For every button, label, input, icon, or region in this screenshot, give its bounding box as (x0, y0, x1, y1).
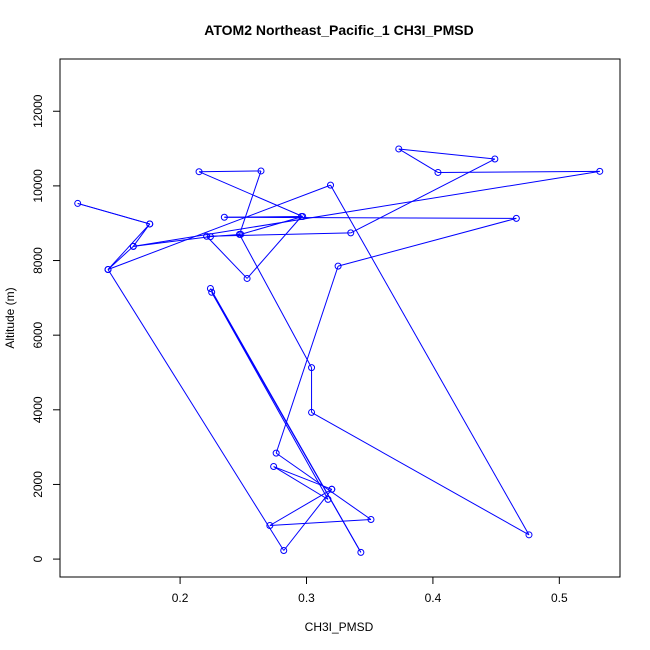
x-axis-label: CH3I_PMSD (305, 620, 374, 634)
series-segment (210, 233, 241, 238)
y-tick-label: 8000 (31, 247, 45, 274)
data-point (334, 262, 342, 270)
data-point (220, 213, 228, 221)
series-segment (211, 292, 329, 500)
data-point (512, 214, 520, 222)
series-segment (398, 148, 495, 160)
series-segment (283, 488, 333, 551)
y-axis: 0 2000 4000 6000 8000 10000 12000 (31, 94, 60, 562)
series-segment (350, 158, 496, 234)
series-segment (198, 171, 303, 217)
data-point (491, 155, 499, 163)
series-segment (246, 216, 302, 279)
series-segment (239, 170, 262, 235)
data-point (308, 364, 316, 372)
data-point (206, 233, 214, 241)
y-tick-label: 10000 (31, 169, 45, 203)
data-point (270, 463, 278, 471)
data-point (327, 181, 335, 189)
series-segment (398, 148, 439, 173)
series-segment (269, 488, 333, 526)
data-point (324, 495, 332, 503)
series-segment (311, 411, 530, 536)
series-segment (199, 170, 261, 173)
y-tick-label: 2000 (31, 471, 45, 498)
data-point (596, 167, 604, 175)
data-point (266, 521, 274, 529)
data-point (357, 548, 365, 556)
series-segment (269, 519, 372, 526)
series-segment (330, 184, 530, 536)
x-tick-label: 0.4 (425, 591, 442, 605)
series-segment (133, 236, 211, 247)
series-segment (239, 234, 312, 368)
data-point (272, 449, 280, 457)
series-segment (240, 216, 303, 235)
data-point (280, 547, 288, 555)
data-point (104, 265, 112, 273)
series-segment (107, 184, 331, 270)
y-tick-label: 12000 (31, 94, 45, 128)
x-tick-label: 0.5 (551, 591, 568, 605)
data-point (395, 145, 403, 153)
data-point (525, 531, 533, 539)
data-point (146, 220, 154, 228)
series-segment (107, 223, 151, 270)
plot-frame (59, 58, 621, 578)
data-point (243, 274, 251, 282)
y-axis-label: Altitude (m) (3, 287, 17, 348)
series-segment (77, 202, 150, 225)
y-tick-label: 0 (31, 555, 45, 562)
data-point (328, 485, 336, 493)
series-segment (273, 466, 329, 500)
series-segment (206, 235, 248, 279)
data-point (203, 232, 211, 240)
y-tick-label: 4000 (31, 396, 45, 423)
x-axis: 0.2 0.3 0.4 0.5 (172, 577, 568, 605)
series-line (77, 148, 600, 553)
data-point (237, 230, 245, 238)
series-segment (133, 170, 600, 247)
series-segment (437, 170, 600, 173)
series-segment (107, 245, 134, 270)
data-point (74, 199, 82, 207)
x-tick-label: 0.3 (298, 591, 315, 605)
series-segment (206, 232, 351, 237)
series-segment (337, 217, 517, 267)
series-segment (275, 452, 372, 520)
series-segment (107, 269, 285, 551)
x-tick-label: 0.2 (172, 591, 189, 605)
data-point (129, 242, 137, 250)
data-point (257, 167, 265, 175)
y-tick-label: 6000 (31, 321, 45, 348)
data-point (299, 212, 307, 220)
data-point (367, 516, 375, 524)
series-segment (132, 223, 151, 247)
series-segment (224, 216, 517, 219)
data-point (195, 168, 203, 176)
data-point (308, 408, 316, 416)
data-point (206, 285, 214, 293)
data-point (208, 288, 216, 296)
series-points (74, 145, 604, 556)
chart-title: ATOM2 Northeast_Pacific_1 CH3I_PMSD (204, 22, 473, 38)
data-point (347, 229, 355, 237)
data-point (434, 168, 442, 176)
series-segment (224, 215, 302, 218)
